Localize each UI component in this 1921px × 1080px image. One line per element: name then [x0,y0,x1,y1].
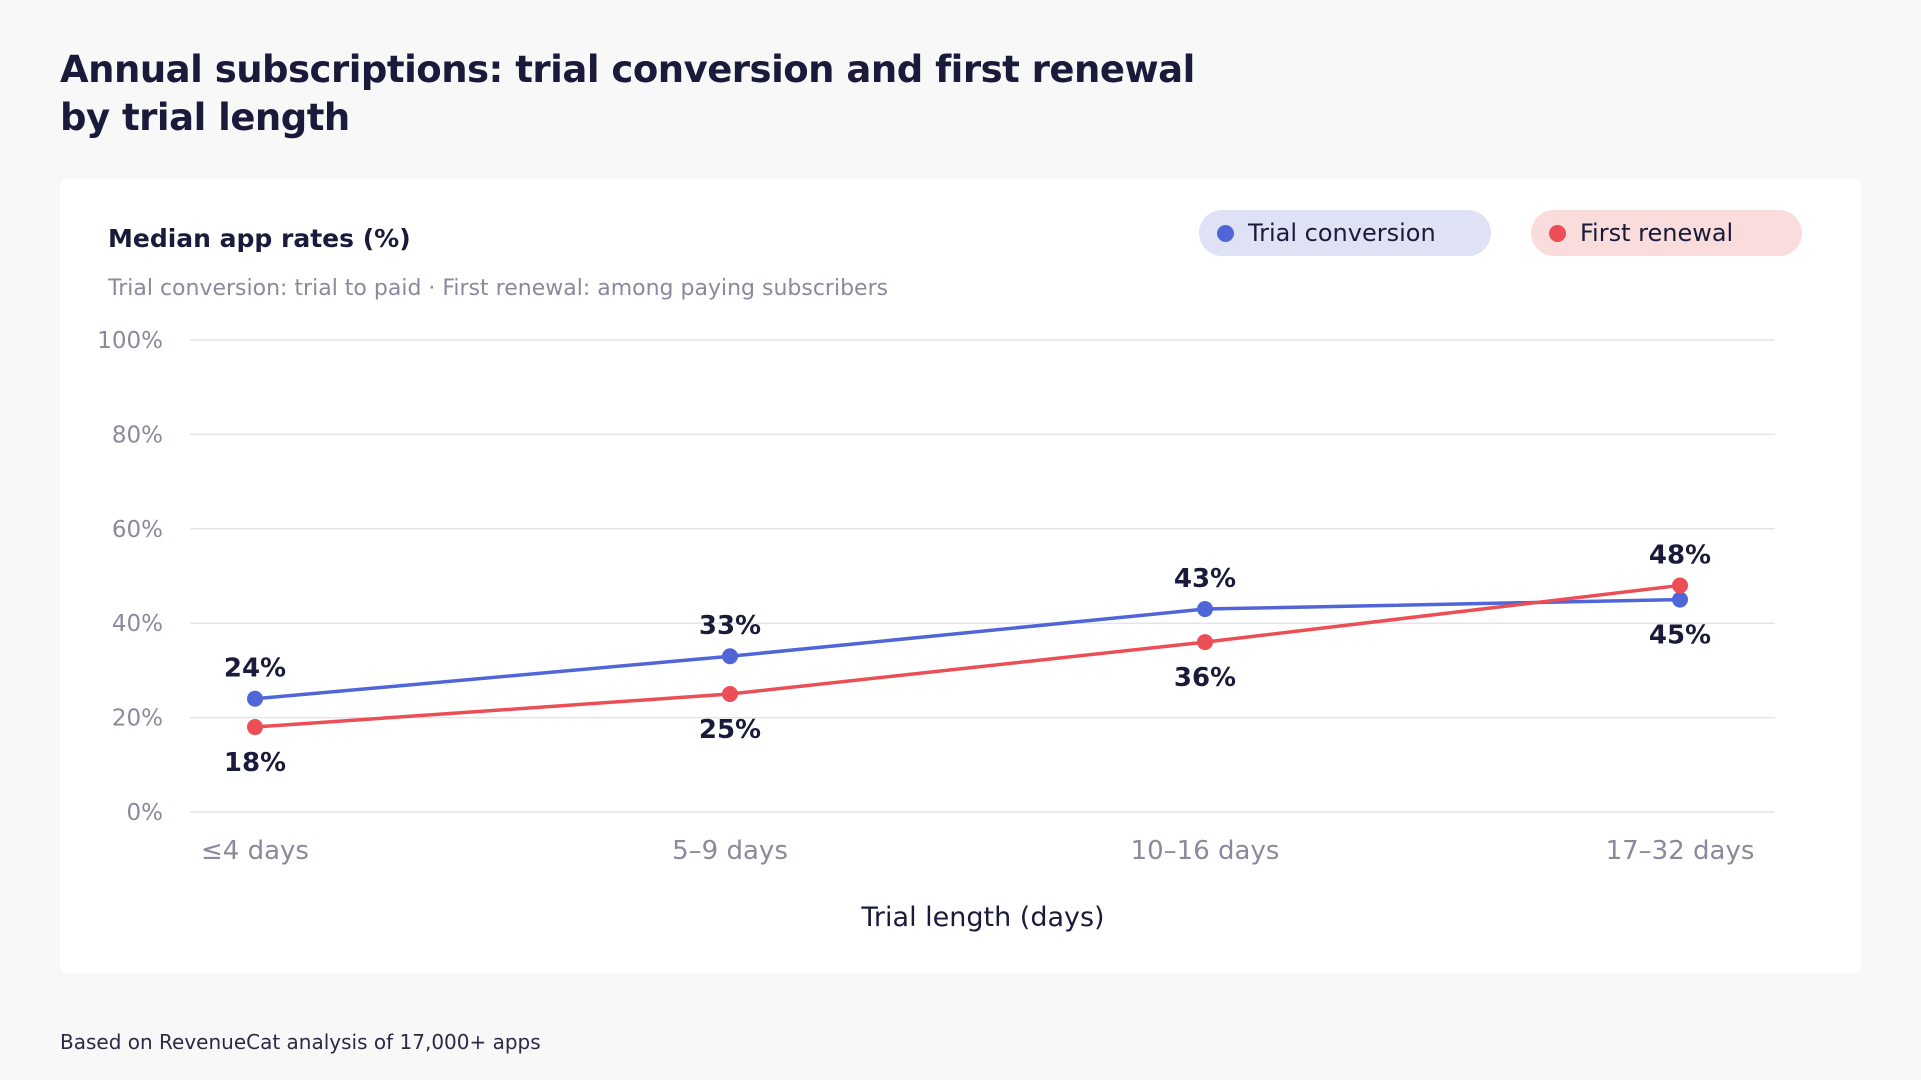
series-line-trial-conversion [254,597,1681,701]
data-label-first-renewal: 36% [1174,663,1236,693]
data-label-trial-conversion: 33% [699,611,761,641]
y-tick-label: 20% [112,706,163,732]
data-label-trial-conversion: 43% [1174,564,1236,594]
data-label-trial-conversion: 24% [224,654,286,684]
data-label-first-renewal: 48% [1649,540,1711,570]
data-point-trial-conversion [1197,601,1213,618]
data-label-first-renewal: 25% [699,715,761,745]
y-tick-label: 60% [112,517,163,543]
footnote: Based on RevenueCat analysis of 17,000+ … [60,1030,541,1054]
chart-subtitle: Trial conversion: trial to paid · First … [108,276,889,301]
data-point-first-renewal [1197,634,1213,651]
data-point-first-renewal [247,719,263,736]
data-point-trial-conversion [722,648,738,665]
chart-title: Median app rates (%) [108,224,411,253]
data-labels: 24% 18% 33% 25% 43% 36% 45% 48% [224,540,1711,778]
page-title-line-2: by trial length [60,96,350,139]
x-tick-label: 17–32 days [1606,836,1755,866]
y-tick-label: 0% [127,800,164,826]
page-title-line-1: Annual subscriptions: trial conversion a… [60,48,1195,91]
x-tick-label: 5–9 days [672,836,788,866]
y-tick-label: 80% [112,422,163,448]
series-lines [247,577,1688,736]
chart-card: Median app rates (%) Trial conversion: t… [60,178,1861,974]
data-point-trial-conversion [247,690,263,707]
legend-dot-first-renewal [1549,224,1566,242]
data-point-first-renewal [1672,577,1688,594]
legend-dot-trial-conversion [1217,224,1234,242]
data-label-trial-conversion: 45% [1649,621,1711,651]
legend-item-trial-conversion: Trial conversion [1199,210,1491,256]
x-tick-label: 10–16 days [1131,836,1280,866]
x-tick-label: ≤4 days [201,836,309,866]
legend-label-first-renewal: First renewal [1580,219,1734,247]
x-axis-ticks: ≤4 days 5–9 days 10–16 days 17–32 days [201,836,1754,866]
data-point-trial-conversion [1672,591,1688,608]
page-title: Annual subscriptions: trial conversion a… [60,46,1260,142]
legend-item-first-renewal: First renewal [1531,210,1802,256]
y-axis-ticks: 0% 20% 40% 60% 80% 100% [97,328,163,826]
data-point-first-renewal [722,686,738,702]
y-tick-label: 100% [97,328,163,354]
grid-lines [190,339,1775,813]
line-chart: 0% 20% 40% 60% 80% 100% ≤4 days 5–9 days 10–16 … [97,328,1775,933]
y-tick-label: 40% [112,611,163,637]
data-label-first-renewal: 18% [224,748,286,778]
x-axis-label: Trial length (days) [860,902,1104,933]
legend-label-trial-conversion: Trial conversion [1248,219,1436,247]
series-line-first-renewal [254,583,1681,729]
